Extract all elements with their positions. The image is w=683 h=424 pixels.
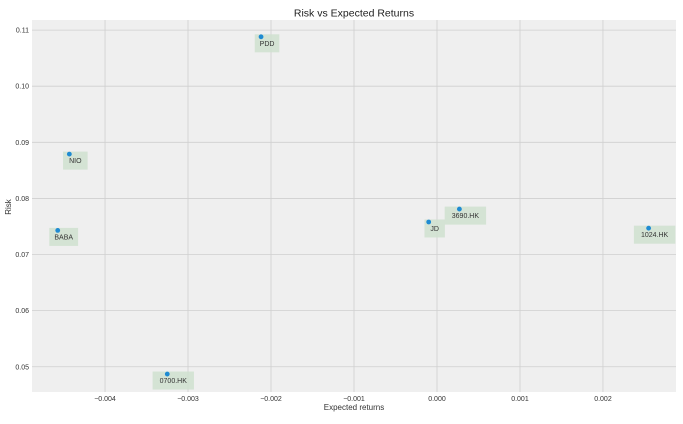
x-tick-label: −0.001: [343, 396, 365, 403]
data-point: [66, 151, 72, 157]
point-label: NIO: [69, 158, 82, 165]
point-label: PDD: [260, 41, 275, 48]
data-point: [456, 206, 462, 212]
point-label: JD: [430, 226, 439, 233]
x-tick-label: −0.003: [177, 396, 199, 403]
point-label: BABA: [54, 234, 73, 241]
x-tick-label: 0.001: [511, 396, 529, 403]
x-tick-label: −0.002: [260, 396, 282, 403]
y-tick-label: 0.05: [15, 364, 29, 371]
y-tick-label: 0.08: [15, 196, 29, 203]
y-tick-label: 0.11: [16, 28, 29, 35]
point-labels: PDD NIO BABA JD 3690.HK 1024.HK 0700.HK: [54, 41, 668, 385]
point-label: 1024.HK: [641, 232, 669, 239]
x-tick-label: −0.004: [94, 396, 116, 403]
x-tick-label: 0.002: [594, 396, 612, 403]
y-axis-title: Risk: [4, 198, 13, 215]
y-tick-label: 0.07: [15, 252, 29, 259]
data-point: [258, 34, 264, 40]
data-point: [164, 371, 170, 377]
x-tick-label: 0.000: [428, 396, 446, 403]
data-point: [55, 228, 61, 233]
point-label-box: [444, 206, 487, 225]
label-boxes: [49, 34, 676, 390]
x-axis-title: Expected returns: [324, 403, 384, 412]
grid-lines: [32, 20, 676, 392]
chart-title: Risk vs Expected Returns: [294, 8, 414, 20]
y-tick-label: 0.09: [15, 140, 29, 147]
y-tick-label: 0.06: [15, 308, 29, 315]
point-label: 0700.HK: [160, 378, 188, 385]
data-point: [426, 219, 432, 225]
tick-labels: −0.004 −0.003 −0.002 −0.001 0.000 0.001 0.002 0…: [15, 28, 611, 403]
y-tick-label: 0.10: [15, 84, 29, 91]
point-label-box: [633, 225, 676, 244]
data-points: [55, 34, 652, 377]
data-point: [646, 225, 652, 231]
point-label: 3690.HK: [452, 213, 480, 220]
point-label-box: [152, 371, 194, 390]
